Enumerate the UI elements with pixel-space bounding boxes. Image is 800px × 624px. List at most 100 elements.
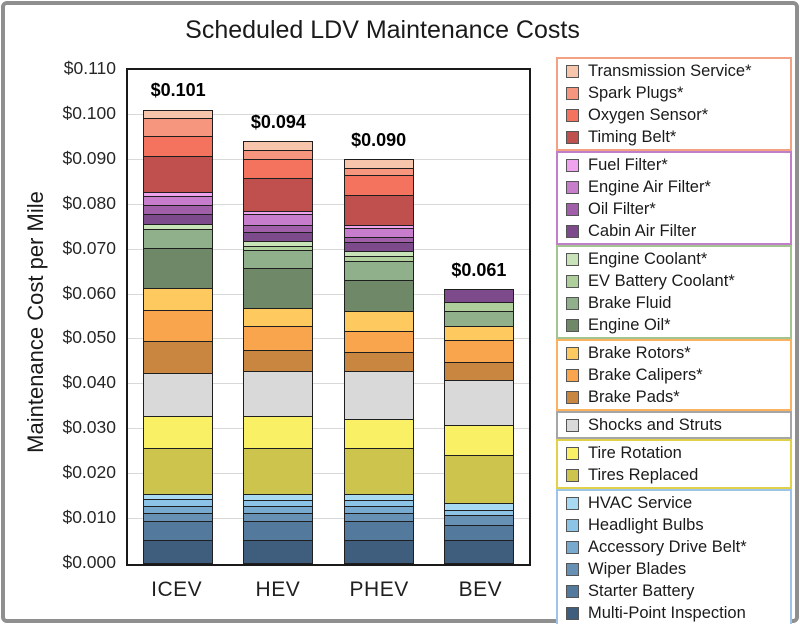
segment-hev-headlight-bulbs: [244, 500, 313, 506]
segment-phev-spark-plugs: [344, 168, 413, 176]
legend-item-timing-belt: Timing Belt*: [558, 126, 790, 148]
y-tick-label-0-110: $0.110: [63, 58, 116, 78]
segment-phev-cabin-air-filter: [344, 242, 413, 252]
segment-phev-engine-oil: [344, 279, 413, 312]
legend-item-engine-air-filter: Engine Air Filter*: [558, 176, 790, 198]
segment-hev-oil-filter: [244, 225, 313, 233]
segment-phev-wiper-blades: [344, 512, 413, 522]
segment-phev-starter-battery: [344, 521, 413, 540]
segment-icev-wiper-blades: [144, 512, 213, 522]
legend-group-1: Transmission Service* Spark Plugs* Oxygen …: [556, 57, 792, 151]
legend-label-wiper-blades: Wiper Blades: [588, 559, 687, 578]
segment-hev-cabin-air-filter: [244, 232, 313, 242]
segment-icev-engine-oil: [144, 248, 213, 289]
legend-label-tire-rotation: Tire Rotation: [588, 443, 682, 462]
segment-hev-oxygen-sensor: [244, 158, 313, 179]
segment-bev-wiper-blades: [444, 514, 513, 525]
segment-bev-brake-pads: [444, 361, 513, 381]
legend-label-timing-belt: Timing Belt*: [588, 127, 677, 146]
x-label-icev: ICEV: [151, 578, 203, 601]
segment-hev-wiper-blades: [244, 512, 313, 522]
legend-swatch-brake-fluid: [566, 296, 579, 310]
legend-label-brake-fluid: Brake Fluid: [588, 293, 672, 312]
segment-phev-transmission-service: [344, 158, 413, 169]
legend-label-cabin-air-filter: Cabin Air Filter: [588, 221, 697, 240]
x-label-hev: HEV: [255, 578, 301, 601]
legend-item-oxygen-sensor: Oxygen Sensor*: [558, 104, 790, 126]
gridline: [128, 473, 529, 475]
legend-label-accessory-drive-belt: Accessory Drive Belt*: [588, 537, 747, 556]
segment-icev-spark-plugs: [144, 118, 213, 137]
legend-label-transmission-service: Transmission Service*: [588, 61, 752, 80]
segment-icev-starter-battery: [144, 521, 213, 540]
legend-swatch-accessory-drive-belt: [566, 540, 579, 554]
bar-slot-bev: $0.061: [429, 70, 529, 564]
segment-bev-brake-fluid: [444, 310, 513, 326]
bar-icev: [143, 109, 214, 564]
legend-swatch-multi-point-inspection: [566, 606, 579, 620]
y-tick-label-0-000: $0.000: [62, 552, 116, 572]
segment-hev-brake-rotors: [244, 308, 313, 327]
legend-swatch-timing-belt: [566, 130, 579, 144]
legend-group-6: Tire Rotation Tires Replaced: [556, 439, 792, 489]
legend-label-oxygen-sensor: Oxygen Sensor*: [588, 105, 709, 124]
legend-label-headlight-bulbs: Headlight Bulbs: [588, 515, 704, 534]
legend-swatch-shocks-and-struts: [566, 418, 579, 432]
legend-item-headlight-bulbs: Headlight Bulbs: [558, 514, 790, 536]
segment-icev-oxygen-sensor: [144, 136, 213, 156]
legend-swatch-engine-air-filter: [566, 180, 579, 194]
legend-swatch-oil-filter: [566, 202, 579, 216]
legend-item-fuel-filter: Fuel Filter*: [558, 154, 790, 176]
segment-bev-multi-point-inspection: [444, 539, 513, 563]
legend-group-2: Fuel Filter* Engine Air Filter* Oil Filter…: [556, 151, 792, 245]
segment-icev-fuel-filter: [144, 191, 213, 196]
y-axis-tick-labels: $0.000 $0.010 $0.020 $0.030 $0.040 $0.050 $0.0…: [0, 58, 116, 572]
segment-icev-brake-pads: [144, 341, 213, 374]
segment-icev-cabin-air-filter: [144, 213, 213, 224]
segment-phev-engine-coolant: [344, 251, 413, 257]
segment-bev-starter-battery: [444, 524, 513, 540]
segment-hev-shocks-and-struts: [244, 371, 313, 417]
legend-item-multi-point-inspection: Multi-Point Inspection: [558, 602, 790, 624]
legend-item-ev-battery-coolant: EV Battery Coolant*: [558, 270, 790, 292]
segment-phev-brake-rotors: [344, 311, 413, 331]
legend-group-7: HVAC Service Headlight Bulbs Accessory Dri…: [556, 489, 792, 624]
legend-label-engine-oil: Engine Oil*: [588, 315, 671, 334]
segment-hev-engine-oil: [244, 268, 313, 308]
legend-swatch-headlight-bulbs: [566, 518, 579, 532]
legend-swatch-engine-coolant: [566, 252, 579, 266]
bar-phev: [343, 158, 414, 564]
legend-swatch-tire-rotation: [566, 446, 579, 460]
segment-phev-accessory-drive-belt: [344, 505, 413, 513]
segment-phev-fuel-filter: [344, 224, 413, 229]
legend-item-brake-fluid: Brake Fluid: [558, 292, 790, 314]
segment-phev-oil-filter: [344, 236, 413, 243]
segment-phev-hvac-service: [344, 494, 413, 501]
gridline: [128, 158, 529, 160]
legend-item-brake-calipers: Brake Calipers*: [558, 364, 790, 386]
legend-label-starter-battery: Starter Battery: [588, 581, 695, 600]
legend-label-brake-calipers: Brake Calipers*: [588, 365, 703, 384]
legend-swatch-cabin-air-filter: [566, 224, 579, 238]
gridline: [128, 518, 529, 520]
x-label-bev: BEV: [458, 578, 503, 601]
legend-item-engine-oil: Engine Oil*: [558, 314, 790, 336]
segment-icev-shocks-and-struts: [144, 373, 213, 416]
y-tick-label-0-010: $0.010: [62, 507, 116, 528]
segment-hev-starter-battery: [244, 521, 313, 540]
legend-label-brake-rotors: Brake Rotors*: [588, 343, 691, 362]
chart-title: Scheduled LDV Maintenance Costs: [185, 16, 580, 44]
legend-item-engine-coolant: Engine Coolant*: [558, 248, 790, 270]
segment-phev-brake-pads: [344, 352, 413, 371]
legend-item-transmission-service: Transmission Service*: [558, 60, 790, 82]
legend-label-engine-air-filter: Engine Air Filter*: [588, 177, 711, 196]
segment-bev-headlight-bulbs: [444, 510, 513, 515]
y-tick-label-0-040: $0.040: [62, 372, 116, 393]
legend-label-oil-filter: Oil Filter*: [588, 199, 656, 218]
y-tick-label-0-060: $0.060: [62, 282, 116, 303]
segment-phev-headlight-bulbs: [344, 500, 413, 506]
segment-hev-accessory-drive-belt: [244, 505, 313, 513]
legend-label-shocks-and-struts: Shocks and Struts: [588, 415, 722, 434]
legend-item-cabin-air-filter: Cabin Air Filter: [558, 220, 790, 242]
